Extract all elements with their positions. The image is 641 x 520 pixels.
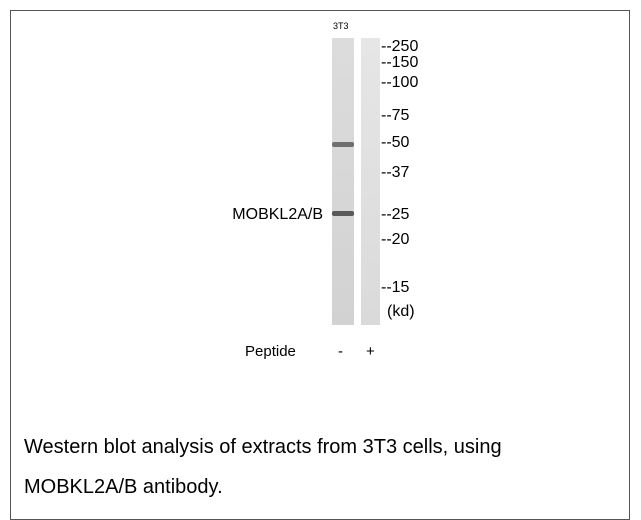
marker: --250 [381,39,418,55]
unit-label: (kd) [387,304,415,320]
lane-sample [332,38,354,325]
lane-peptide [361,38,380,325]
marker: --37 [381,165,409,181]
peptide-label: Peptide [245,344,296,359]
marker: --50 [381,135,409,151]
band-label: MOBKL2A/B [232,207,323,223]
marker: --75 [381,108,409,124]
peptide-sign: - [338,344,343,359]
marker: --100 [381,75,418,91]
peptide-sign: + [366,344,375,359]
page: {"lane_label": "3T3", "markers": ["--250… [0,0,641,504]
blot [0,0,641,504]
caption: Western blot analysis of extracts from 3… [24,437,502,457]
band [332,142,354,147]
band [332,211,354,216]
caption: MOBKL2A/B antibody. [24,477,223,497]
marker: --20 [381,232,409,248]
lane-label: 3T3 [333,22,349,31]
marker: --25 [381,207,409,223]
marker: --15 [381,280,409,296]
marker: --150 [381,55,418,71]
